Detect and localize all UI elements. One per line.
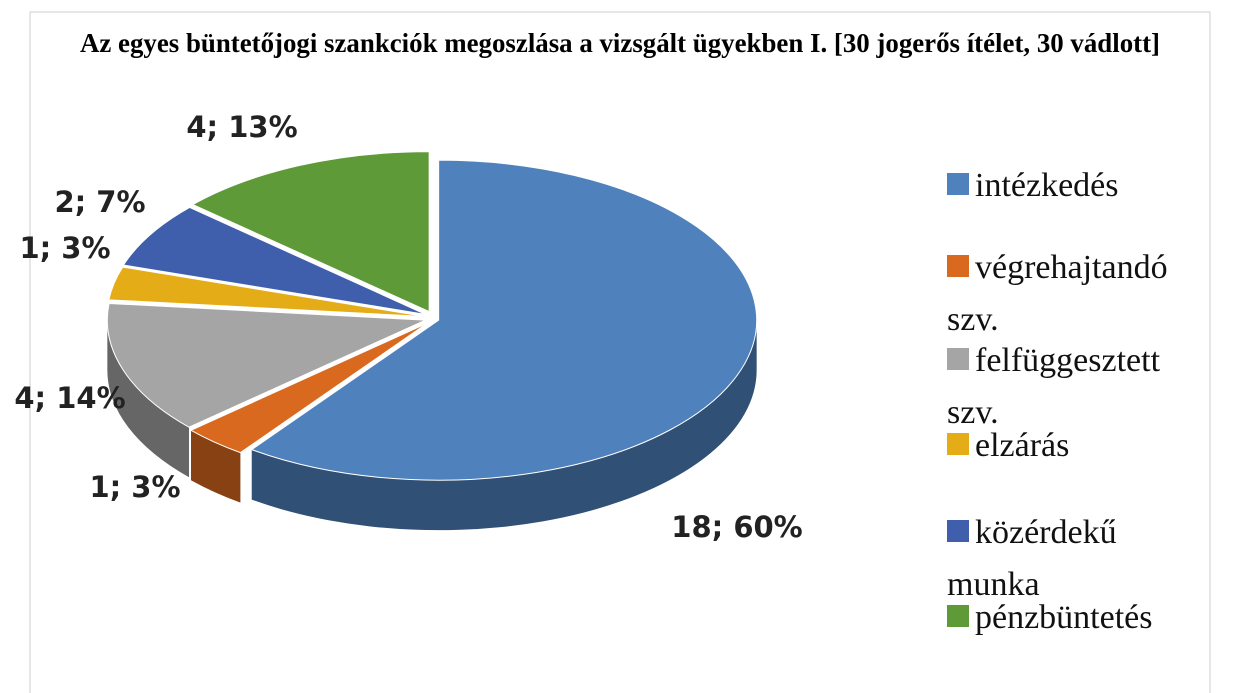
frame [29,11,1211,693]
data-label: 4; 14% [14,381,125,415]
slice [108,266,426,318]
data-label: 1; 3% [19,231,110,265]
chart-title: Az egyes büntetőjogi szankciók megoszlás… [80,28,1160,58]
legend-swatch [947,433,969,455]
slice [189,322,428,454]
tops [106,151,758,481]
legend-label: intézkedés [975,167,1119,204]
slice [122,206,427,315]
legend-item: pénzbüntetés [947,592,1207,644]
legend-swatch [947,173,969,195]
legend-label: közérdekű munka [947,514,1117,603]
legend-item: intézkedés [947,160,1207,212]
legend-label: felfüggesztett szv. [947,342,1161,431]
legend-item: elzárás [947,420,1207,472]
legend-label: végrehajtandó szv. [947,249,1168,338]
legend-swatch [947,255,969,277]
legend-swatch [947,348,969,370]
data-label: 18; 60% [671,510,802,544]
data-label: 2; 7% [54,185,145,219]
legend-item: végrehajtandó szv. [947,242,1207,346]
legend-label: elzárás [975,427,1070,464]
legend-swatch [947,520,969,542]
legend-item: közérdekű munka [947,507,1207,611]
legend-label: pénzbüntetés [975,599,1153,636]
data-label: 1; 3% [89,470,180,504]
legend-swatch [947,605,969,627]
legend-item: felfüggesztett szv. [947,335,1207,439]
slice [191,151,430,313]
slice [250,159,758,481]
data-label: 4; 13% [186,110,297,144]
slice [106,302,426,428]
